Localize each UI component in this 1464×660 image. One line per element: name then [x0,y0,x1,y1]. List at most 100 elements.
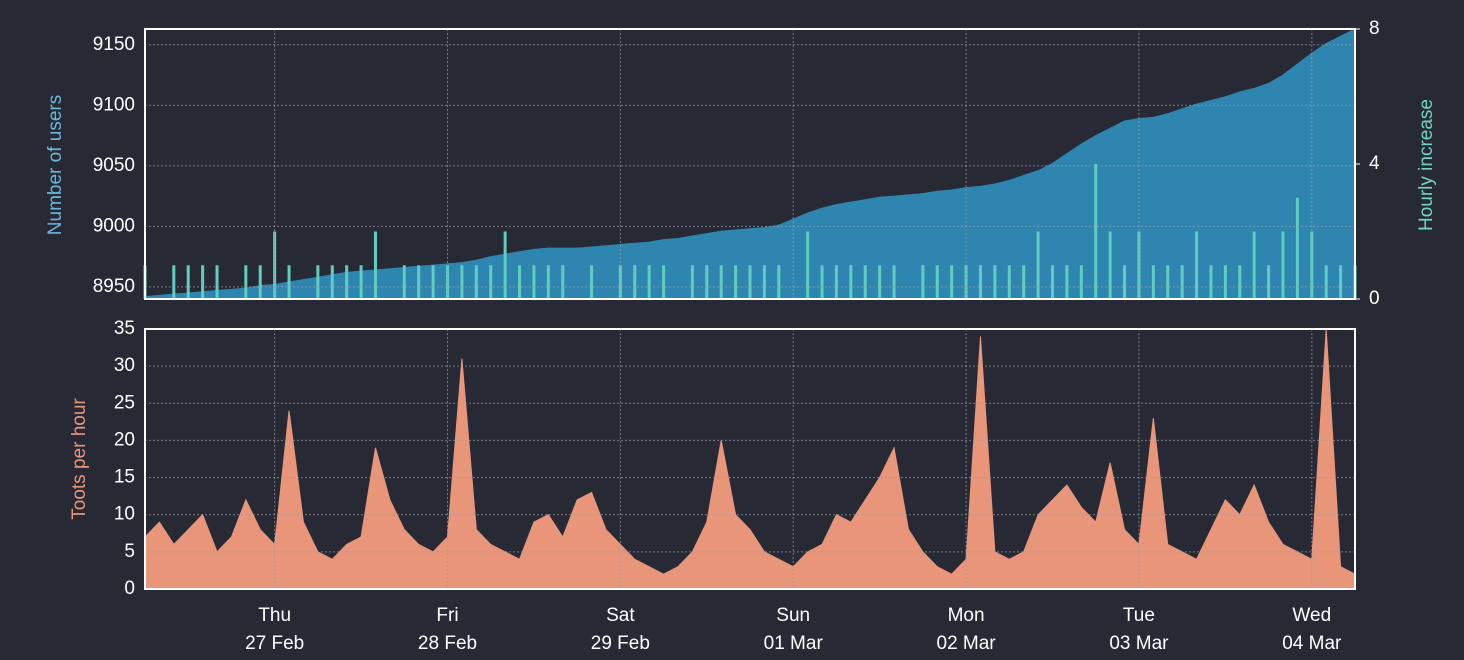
x-tick-label: Sat 29 Feb [591,605,650,654]
x-tick-label-line: 29 Feb [591,633,650,654]
y-tick-label: 20 [114,429,135,450]
bar [201,265,205,299]
bar [330,265,334,299]
bar [1065,265,1069,299]
bar [1223,265,1227,299]
y-tick-label: 0 [124,578,135,599]
bar [287,265,291,299]
x-tick-label-line: Tue [1123,605,1155,626]
plot-frame [144,328,1356,590]
y-tick-label: 25 [114,392,135,413]
y-tick-label: 10 [114,504,135,525]
bar [402,265,406,299]
bar [993,265,997,299]
x-tick-label: Wed 04 Mar [1282,605,1342,654]
bar [1252,231,1256,299]
bar [863,265,867,299]
x-tick-label-line: 28 Feb [418,633,477,654]
x-tick-label-line: 27 Feb [245,633,304,654]
bar [719,265,723,299]
y2-axis-label: Hourly increase [1416,99,1437,231]
bar [503,231,507,299]
bar [806,231,810,299]
y-tick-label: 9100 [93,94,135,115]
bar [258,265,262,299]
bar [417,265,421,299]
y2-tick-label: 8 [1369,18,1380,39]
x-tick-label: Mon 02 Mar [937,605,997,654]
bar [186,265,190,299]
x-tick-label-line: Mon [948,605,985,626]
bar [1209,265,1213,299]
bar [1151,265,1155,299]
bar [647,265,651,299]
y2-tick-label: 4 [1369,153,1380,174]
x-tick-label-line: Thu [258,605,291,626]
bar [532,265,536,299]
x-tick-label: Sun 01 Mar [764,605,824,654]
y-tick-label: 8950 [93,276,135,297]
bar [762,265,766,299]
y2-tick-label: 0 [1369,288,1380,309]
bar [849,265,853,299]
bar [561,265,565,299]
bar [460,265,464,299]
bar [1123,265,1127,299]
y-tick-label: 9150 [93,34,135,55]
bar [244,265,248,299]
y-tick-label: 9000 [93,215,135,236]
y-tick-label: 30 [114,355,135,376]
y-tick-label: 9050 [93,155,135,176]
bar [1295,197,1299,299]
y-tick-label: 15 [114,467,135,488]
bar [590,265,594,299]
bar [1195,231,1199,299]
bar [705,265,709,299]
x-tick-label: Thu 27 Feb [245,605,304,654]
bar [1339,265,1343,299]
bar [1051,265,1054,299]
bar [1324,265,1328,299]
bar [546,265,550,299]
bar [489,265,493,299]
bar [431,265,435,299]
bar [172,265,176,299]
y-axis-label: Toots per hour [69,398,90,520]
bar [1007,265,1011,299]
x-tick-label-line: 01 Mar [764,633,824,654]
x-tick-label-line: Fri [436,605,458,626]
bar [921,265,925,299]
bar [978,265,982,299]
bar [1036,231,1040,299]
bar [662,265,666,299]
x-tick-label-line: Sun [776,605,810,626]
x-tick-label-line: 02 Mar [937,633,997,654]
x-tick-label: Tue 03 Mar [1109,605,1169,654]
bar [316,265,320,299]
bar [215,265,219,299]
x-tick-label-line: 04 Mar [1282,633,1342,654]
bar [1108,231,1112,299]
bar [1022,265,1026,299]
bar [892,265,896,299]
bar [878,265,882,299]
y-tick-label: 35 [114,318,135,339]
bar [345,265,349,299]
bar [1180,265,1184,299]
plot-frame [144,28,1356,300]
bar [373,231,377,299]
bar [1094,164,1098,299]
x-tick-label: Fri 28 Feb [418,605,477,654]
bar [1267,265,1271,299]
bar [748,265,752,299]
bar [834,265,838,299]
bar [777,265,781,299]
x-tick-label-line: 03 Mar [1109,633,1169,654]
y-tick-label: 5 [124,541,135,562]
bar [820,265,824,299]
bar [474,265,478,299]
bar [633,265,637,299]
area [144,328,1356,590]
